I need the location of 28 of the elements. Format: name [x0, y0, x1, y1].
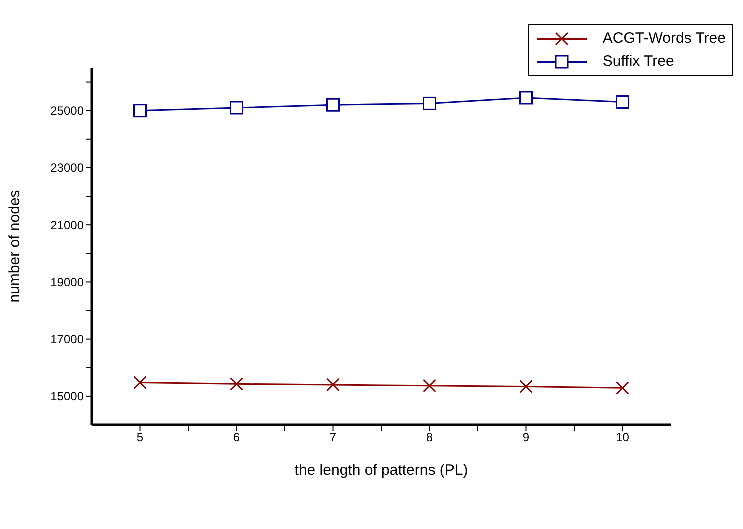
x-tick-label: 6 [233, 430, 240, 445]
y-tick-label: 17000 [50, 332, 84, 347]
y-tick-label: 25000 [50, 104, 84, 118]
point [326, 378, 340, 392]
x-axis-title: the length of patterns (PL) [294, 462, 468, 479]
point [616, 381, 630, 395]
x-tick-label: 10 [616, 430, 630, 445]
x-tick-label: 8 [426, 430, 434, 445]
y-tick-label: 23000 [50, 161, 84, 176]
point [134, 376, 147, 390]
point [616, 96, 630, 110]
point [230, 377, 244, 391]
point [326, 98, 340, 112]
point [134, 104, 147, 118]
y-tick-label: 19000 [50, 275, 84, 290]
point [423, 379, 436, 393]
point [423, 96, 436, 110]
legend-label: Suffix Tree [602, 53, 674, 70]
point [230, 101, 244, 115]
y-tick-label: 15000 [50, 390, 84, 404]
point [520, 380, 533, 394]
x-tick-label: 9 [522, 430, 530, 445]
y-tick-label: 21000 [50, 218, 84, 232]
y-axis-title: number of nodes [6, 190, 24, 303]
x-tick-label: 7 [330, 430, 337, 445]
point [520, 91, 533, 105]
x-tick-label: 5 [136, 430, 144, 445]
legend-label: ACGT-Words Tree [602, 30, 726, 47]
